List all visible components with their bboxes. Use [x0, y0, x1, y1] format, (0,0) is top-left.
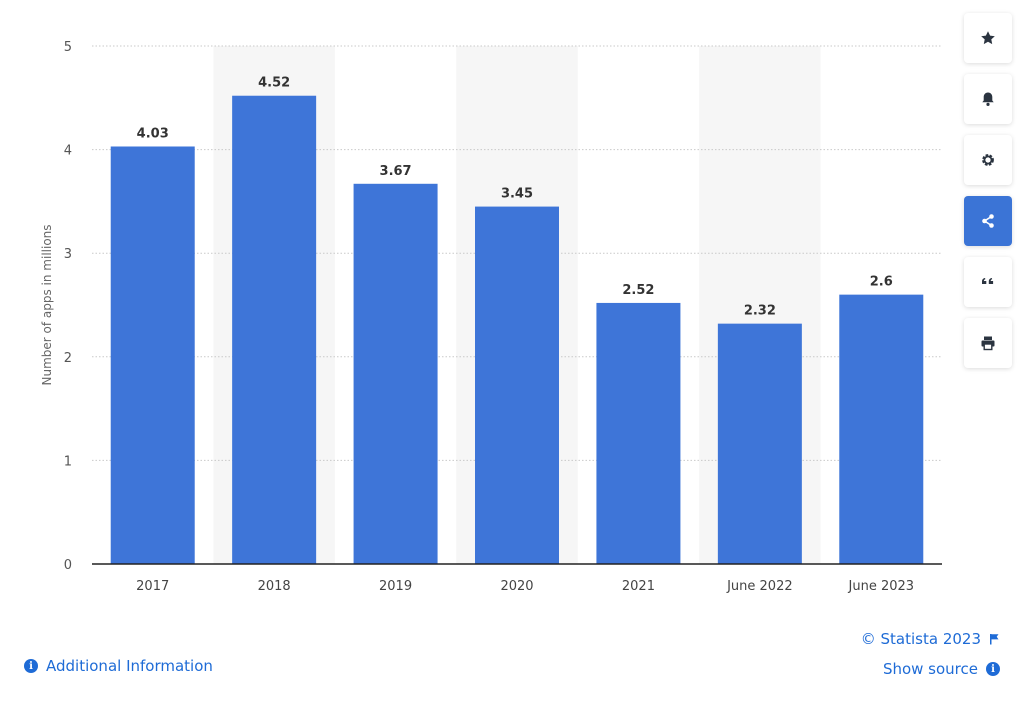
data-label: 3.67 [380, 164, 412, 179]
bell-icon [982, 92, 994, 106]
bar [475, 206, 559, 564]
x-tick-label: June 2023 [848, 579, 915, 594]
show-source-link[interactable]: Show source i [883, 660, 1000, 678]
x-tick-label: 2017 [136, 579, 169, 594]
data-label: 4.52 [258, 76, 290, 91]
settings-button[interactable] [964, 135, 1012, 185]
quote-icon [982, 278, 994, 284]
data-label: 2.32 [744, 304, 776, 319]
data-label: 4.03 [137, 126, 169, 141]
data-label: 2.6 [870, 275, 893, 290]
print-button[interactable] [964, 318, 1012, 368]
info-icon: i [986, 662, 1000, 676]
credits-label: © Statista 2023 [860, 630, 981, 648]
cite-button[interactable] [964, 257, 1012, 307]
x-tick-label: 2020 [500, 579, 533, 594]
info-icon: i [24, 659, 38, 673]
additional-information-link[interactable]: i Additional Information [24, 657, 213, 675]
y-tick-label: 3 [64, 247, 72, 262]
y-tick-label: 5 [64, 40, 72, 55]
bar [596, 302, 681, 564]
x-tick-label: 2019 [379, 579, 412, 594]
share-icon [982, 214, 994, 228]
star-icon [981, 31, 995, 45]
gear-icon [982, 154, 994, 166]
bar [839, 294, 924, 564]
x-tick-label: 2021 [622, 579, 655, 594]
bar [353, 183, 438, 564]
data-label: 2.52 [622, 283, 654, 298]
share-button[interactable] [964, 196, 1012, 246]
x-tick-label: 2018 [258, 579, 291, 594]
favorite-button[interactable] [964, 13, 1012, 63]
y-tick-label: 0 [64, 558, 72, 573]
y-tick-label: 1 [64, 454, 72, 469]
additional-information-label: Additional Information [46, 657, 213, 675]
chart-toolbar [964, 13, 1012, 368]
x-tick-label: June 2022 [726, 579, 793, 594]
bar [110, 146, 195, 564]
show-source-label: Show source [882, 660, 978, 678]
y-tick-label: 4 [64, 144, 72, 159]
credits[interactable]: © Statista 2023 [861, 630, 1000, 648]
bar-chart: 0 1 2 3 4 5 Number of apps in millions 4.03 2017… [40, 40, 942, 594]
notification-button[interactable] [964, 74, 1012, 124]
print-icon [981, 336, 995, 351]
y-axis-title: Number of apps in millions [40, 224, 54, 385]
data-label: 3.45 [501, 187, 533, 202]
bar [717, 323, 802, 564]
bar [232, 95, 317, 564]
y-tick-label: 2 [64, 351, 72, 366]
flag-icon [990, 634, 999, 645]
